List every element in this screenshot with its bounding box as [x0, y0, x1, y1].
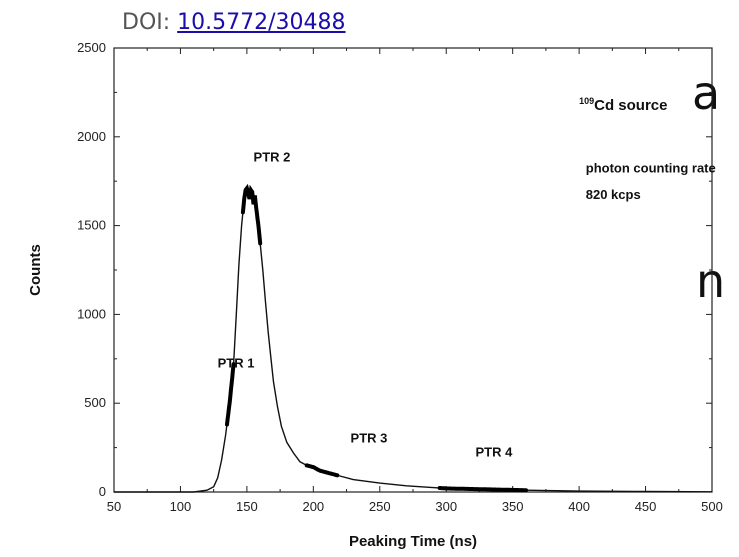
x-axis-title: Peaking Time (ns) — [349, 533, 477, 550]
highlight-segment — [437, 486, 528, 493]
doi-link[interactable]: 10.5772/30488 — [177, 10, 346, 35]
chart-annotation: PTR 2 — [254, 150, 291, 165]
chart-annotation: PTR 3 — [351, 430, 388, 445]
doi-prefix: DOI: — [122, 10, 171, 35]
highlight-segment — [225, 362, 236, 427]
y-tick-label: 1000 — [77, 306, 106, 321]
x-tick-label: 350 — [502, 499, 524, 514]
x-tick-label: 450 — [635, 499, 657, 514]
chart-annotation: 109Cd source — [579, 96, 667, 114]
highlight-segment — [240, 183, 263, 246]
doi-line: DOI: 10.5772/30488 — [122, 10, 346, 35]
y-tick-label: 500 — [84, 395, 106, 410]
x-tick-label: 300 — [435, 499, 457, 514]
x-tick-label: 100 — [170, 499, 192, 514]
x-tick-label: 200 — [302, 499, 324, 514]
highlight-segment — [304, 463, 340, 478]
y-tick-label: 1500 — [77, 218, 106, 233]
chart-annotation: photon counting rate — [586, 160, 716, 175]
x-tick-label: 400 — [568, 499, 590, 514]
x-tick-label: 250 — [369, 499, 391, 514]
y-axis-title: Counts — [27, 244, 44, 296]
y-tick-label: 2500 — [77, 40, 106, 55]
x-tick-label: 500 — [701, 499, 723, 514]
y-tick-label: 0 — [99, 484, 106, 499]
series-line — [114, 186, 713, 493]
chart-annotation: 820 kcps — [586, 187, 641, 202]
y-tick-label: 2000 — [77, 129, 106, 144]
cropped-text-fragment: n — [696, 254, 726, 308]
chart-annotation: PTR 4 — [475, 444, 513, 459]
x-tick-label: 150 — [236, 499, 258, 514]
plot-frame — [113, 47, 713, 493]
chart-annotation: PTR 1 — [218, 356, 255, 371]
x-tick-label: 50 — [107, 499, 121, 514]
cropped-text-fragment: a — [692, 66, 721, 120]
